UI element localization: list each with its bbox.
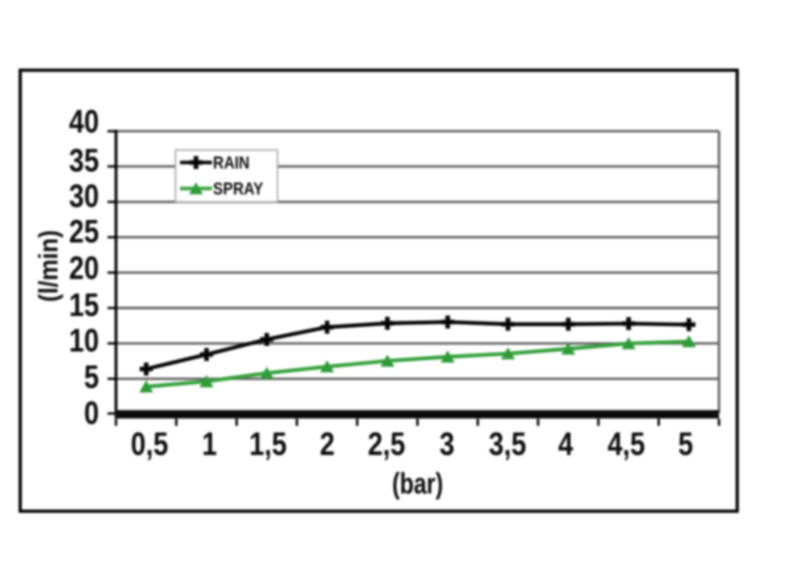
svg-text:0: 0 [84,396,99,432]
svg-text:15: 15 [69,288,99,324]
svg-text:40: 40 [69,104,99,140]
svg-text:2: 2 [320,427,335,463]
svg-text:20: 20 [69,251,99,287]
svg-text:30: 30 [69,179,99,215]
svg-text:5: 5 [84,360,99,396]
svg-text:2,5: 2,5 [368,427,406,463]
svg-text:1: 1 [202,427,217,463]
svg-text:1,5: 1,5 [249,427,287,463]
svg-text:SPRAY: SPRAY [213,178,263,199]
svg-text:4,5: 4,5 [608,427,646,463]
svg-text:5: 5 [678,427,693,463]
svg-text:RAIN: RAIN [213,152,250,173]
svg-text:3: 3 [439,427,454,463]
svg-text:(l/min): (l/min) [35,230,64,302]
svg-text:4: 4 [558,427,573,463]
svg-text:(bar): (bar) [392,467,443,500]
svg-text:25: 25 [69,214,99,250]
svg-text:35: 35 [69,143,99,179]
svg-text:3,5: 3,5 [489,427,527,463]
svg-text:10: 10 [69,323,99,359]
svg-text:0,5: 0,5 [131,427,169,463]
